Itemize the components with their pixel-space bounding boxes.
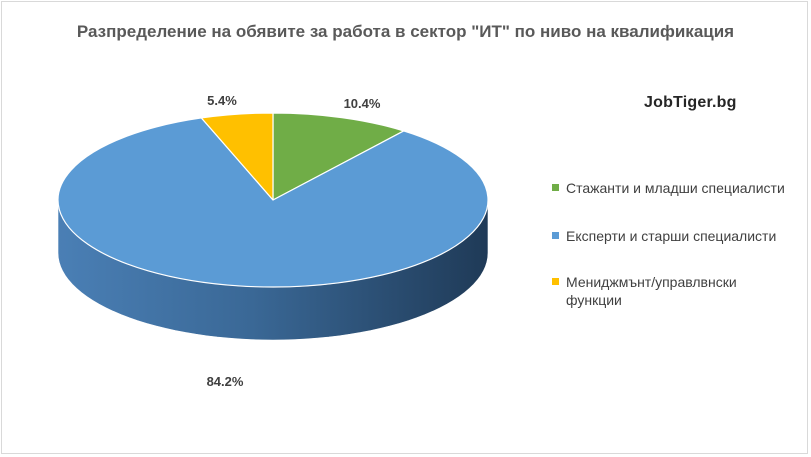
data-label-experts: 84.2% [207, 374, 244, 389]
pie-slice-experts [57, 117, 489, 288]
pie-slice-interns [272, 112, 405, 201]
data-label-management: 5.4% [207, 93, 237, 108]
jobtiger-brand-label: JobTiger.bg [644, 94, 737, 111]
chart-title: Разпределение на обявите за работа в сек… [76, 22, 735, 41]
pie-slice-management [200, 112, 274, 201]
legend-swatch-interns [552, 184, 559, 191]
legend-item-interns: Стажанти и младши специалисти [552, 179, 802, 197]
legend-item-management: Мениджмънт/управлвнски функции [552, 273, 802, 309]
legend-label-interns: Стажанти и младши специалисти [566, 180, 785, 196]
legend-swatch-management [552, 278, 559, 285]
legend-item-experts: Експерти и старши специалисти [552, 227, 802, 245]
legend: Стажанти и младши специалисти Експерти и… [552, 179, 802, 339]
data-label-interns: 10.4% [344, 96, 381, 111]
legend-swatch-experts [552, 232, 559, 239]
legend-label-experts: Експерти и старши специалисти [566, 228, 777, 244]
legend-label-management: Мениджмънт/управлвнски функции [566, 274, 737, 308]
